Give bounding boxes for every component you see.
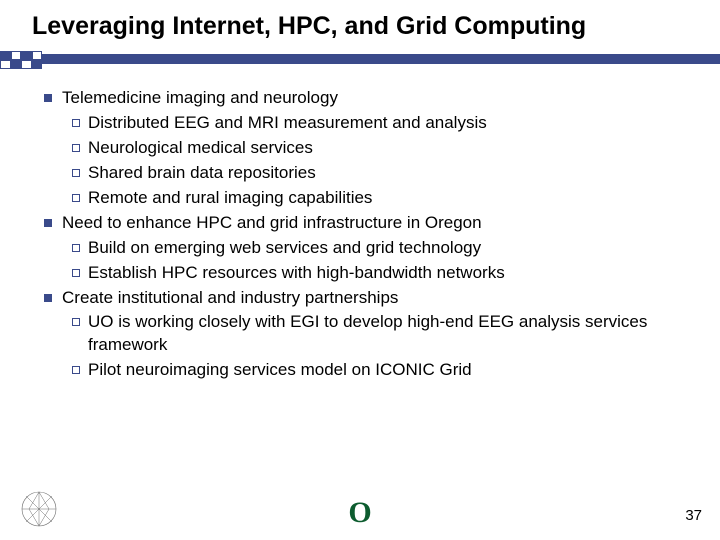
bullet-text: Need to enhance HPC and grid infrastruct… — [62, 212, 482, 235]
hollow-square-icon — [72, 269, 80, 277]
title-divider — [0, 51, 720, 69]
sub-item: UO is working closely with EGI to develo… — [72, 311, 684, 357]
footer: O 37 — [0, 488, 720, 532]
sub-text: Shared brain data repositories — [88, 162, 316, 185]
bullet-item: Need to enhance HPC and grid infrastruct… — [44, 212, 684, 235]
sub-text: Remote and rural imaging capabilities — [88, 187, 372, 210]
hollow-square-icon — [72, 169, 80, 177]
sub-text: UO is working closely with EGI to develo… — [88, 311, 684, 357]
square-bullet-icon — [44, 94, 52, 102]
content-area: Telemedicine imaging and neurology Distr… — [0, 87, 720, 382]
sub-text: Neurological medical services — [88, 137, 313, 160]
sub-item: Establish HPC resources with high-bandwi… — [72, 262, 684, 285]
sub-item: Build on emerging web services and grid … — [72, 237, 684, 260]
bullet-item: Create institutional and industry partne… — [44, 287, 684, 310]
oregon-o-logo-icon: O — [348, 496, 371, 530]
sub-item: Pilot neuroimaging services model on ICO… — [72, 359, 684, 382]
checker-decoration — [0, 51, 42, 69]
sub-item: Distributed EEG and MRI measurement and … — [72, 112, 684, 135]
hollow-square-icon — [72, 244, 80, 252]
hollow-square-icon — [72, 119, 80, 127]
slide-title: Leveraging Internet, HPC, and Grid Compu… — [0, 0, 720, 51]
sub-text: Build on emerging web services and grid … — [88, 237, 481, 260]
bullet-text: Create institutional and industry partne… — [62, 287, 398, 310]
square-bullet-icon — [44, 294, 52, 302]
hollow-square-icon — [72, 194, 80, 202]
sub-text: Establish HPC resources with high-bandwi… — [88, 262, 505, 285]
institution-seal-icon — [20, 490, 58, 528]
sub-text: Pilot neuroimaging services model on ICO… — [88, 359, 472, 382]
sub-text: Distributed EEG and MRI measurement and … — [88, 112, 487, 135]
hollow-square-icon — [72, 366, 80, 374]
hollow-square-icon — [72, 318, 80, 326]
square-bullet-icon — [44, 219, 52, 227]
divider-line — [42, 54, 720, 64]
sub-item: Neurological medical services — [72, 137, 684, 160]
hollow-square-icon — [72, 144, 80, 152]
sub-item: Remote and rural imaging capabilities — [72, 187, 684, 210]
bullet-text: Telemedicine imaging and neurology — [62, 87, 338, 110]
logo-letter: O — [348, 496, 371, 529]
page-number: 37 — [685, 507, 702, 524]
bullet-item: Telemedicine imaging and neurology — [44, 87, 684, 110]
sub-item: Shared brain data repositories — [72, 162, 684, 185]
